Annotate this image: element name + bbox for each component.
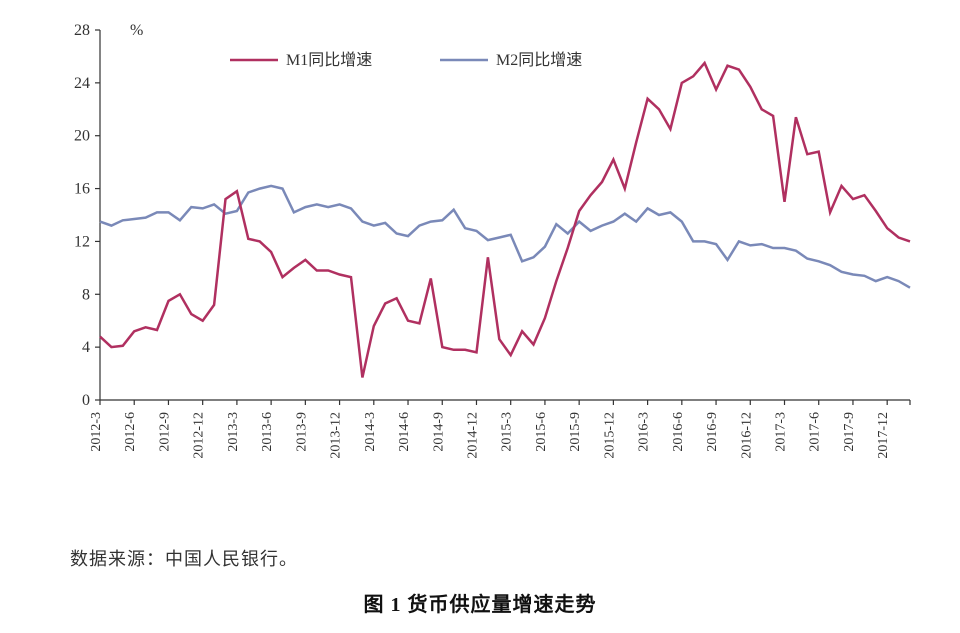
y-tick-label: 20 <box>74 128 90 145</box>
x-tick-label: 2015-9 <box>568 412 583 452</box>
x-tick-label: 2012-3 <box>89 412 104 452</box>
series-line <box>100 63 910 378</box>
y-tick-label: 8 <box>82 286 90 303</box>
y-tick-label: 16 <box>74 181 90 198</box>
x-tick-label: 2012-9 <box>157 412 172 452</box>
y-tick-label: 12 <box>74 233 90 250</box>
x-tick-label: 2017-6 <box>808 412 823 452</box>
x-tick-label: 2012-12 <box>192 412 207 459</box>
x-tick-label: 2015-12 <box>602 412 617 459</box>
chart-container: 0 4 8 12 16 20 24 28% 2012-3 2012-6 2012-9 2012-12 2… <box>40 20 930 510</box>
x-tick-label: 2016-6 <box>671 412 686 452</box>
x-tick-label: 2014-9 <box>431 412 446 452</box>
x-tick-label: 2017-9 <box>842 412 857 452</box>
y-tick-label: 28 <box>74 22 90 39</box>
x-tick-label: 2014-6 <box>397 412 412 452</box>
legend-label: M2同比增速 <box>496 51 582 69</box>
x-tick-label: 2013-12 <box>329 412 344 459</box>
legend-label: M1同比增速 <box>286 51 372 69</box>
y-tick-label: 4 <box>82 339 90 356</box>
y-tick-label: 24 <box>74 75 90 92</box>
x-tick-label: 2017-3 <box>774 412 789 452</box>
x-tick-label: 2015-6 <box>534 412 549 452</box>
x-tick-label: 2012-6 <box>123 412 138 452</box>
x-tick-label: 2015-3 <box>500 412 515 452</box>
x-tick-label: 2013-6 <box>260 412 275 452</box>
line-chart: 0 4 8 12 16 20 24 28% 2012-3 2012-6 2012-9 2012-12 2… <box>40 20 930 510</box>
page: 0 4 8 12 16 20 24 28% 2012-3 2012-6 2012-9 2012-12 2… <box>0 0 960 633</box>
x-tick-label: 2017-12 <box>876 412 891 459</box>
x-tick-label: 2016-12 <box>739 412 754 459</box>
x-tick-label: 2014-12 <box>465 412 480 459</box>
y-tick-label: 0 <box>82 392 90 409</box>
x-tick-label: 2014-3 <box>363 412 378 452</box>
x-tick-label: 2013-9 <box>294 412 309 452</box>
data-source-label: 数据来源：中国人民银行。 <box>70 545 298 571</box>
y-axis-unit: % <box>130 22 143 39</box>
x-tick-label: 2016-9 <box>705 412 720 452</box>
x-tick-label: 2013-3 <box>226 412 241 452</box>
x-tick-label: 2016-3 <box>637 412 652 452</box>
figure-caption: 图 1 货币供应量增速走势 <box>0 588 960 617</box>
